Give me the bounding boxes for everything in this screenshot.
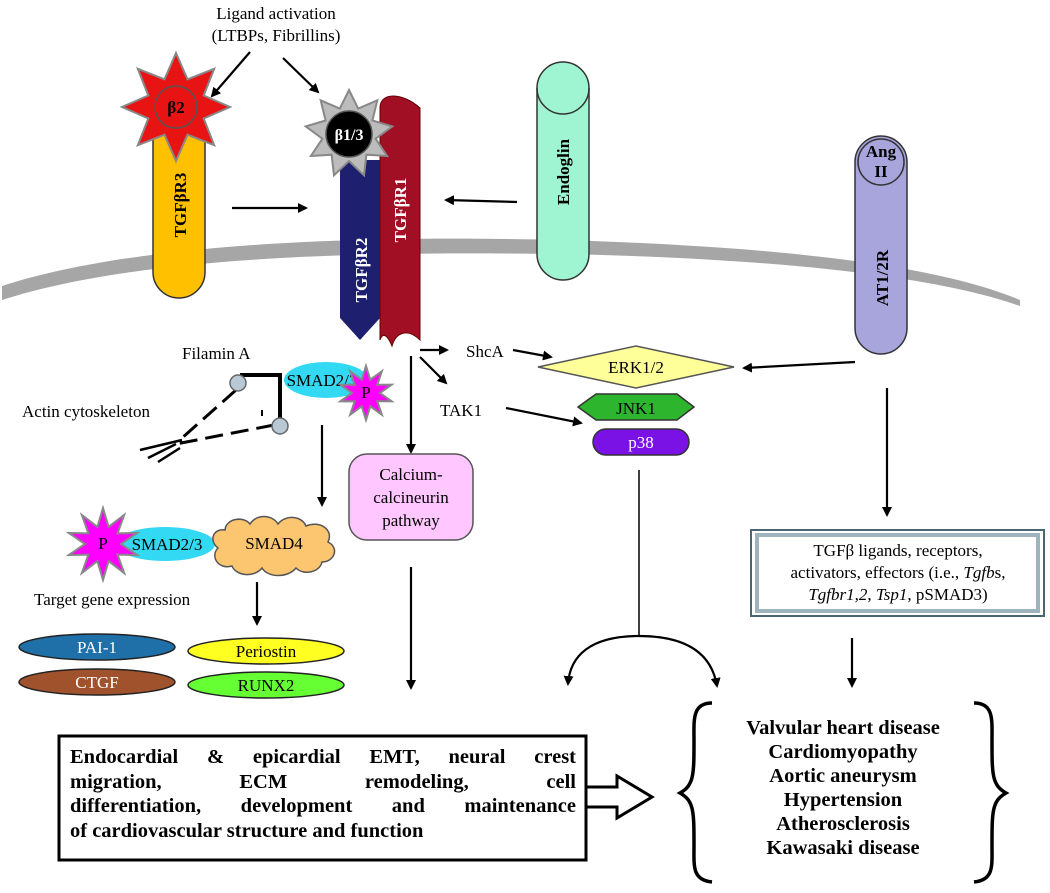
beta13-label: β1/3: [335, 127, 364, 144]
actin-label: Actin cytoskeleton: [22, 402, 150, 421]
erk12-node: [537, 345, 735, 389]
tgfbr2-label: TGFβR2: [352, 238, 371, 303]
jnk1-node: [576, 393, 696, 421]
jnk1-label: JNK1: [616, 399, 656, 418]
filamin-label: Filamin A: [182, 344, 251, 363]
erk12-label: ERK1/2: [608, 358, 664, 377]
tgf-effectors-text: TGFβ ligands, receptors, activators, eff…: [758, 540, 1038, 606]
tgf-box-line3-post: , pSMAD3): [907, 585, 988, 604]
arrow-mapk-right: [638, 634, 721, 688]
arrow-ligand-to-beta2: [210, 51, 251, 98]
arrow-at12r-to-erk: [742, 360, 856, 373]
arrow-mapk-left: [563, 634, 640, 686]
disease-item: Valvular heart disease: [746, 717, 940, 739]
phospho-star-lower: [65, 504, 141, 584]
ctgf-label: CTGF: [75, 673, 118, 692]
disease-item: Aortic aneurysm: [769, 765, 917, 787]
tgfbr1-receptor: [379, 95, 421, 348]
arrow-endoglin-to-complex: [444, 195, 518, 206]
calcium-calcineurin-node: [348, 453, 474, 541]
process-line4: of cardiovascular structure and function: [70, 819, 424, 842]
at12r-label: AT1/2R: [873, 249, 892, 306]
pai1-label: PAI-1: [77, 638, 117, 657]
tgf-box-line3-italic2: Tsp1: [875, 585, 908, 604]
tgf-box-line2-pre: activators, effectors (i.e.,: [790, 563, 964, 582]
beta13-ligand: β1/3: [303, 87, 395, 178]
disease-item: Atherosclerosis: [776, 813, 910, 835]
phospho-label-lower: P: [98, 534, 107, 553]
runx2-gene: [187, 671, 345, 699]
smad23-lower: [115, 527, 215, 561]
periostin-gene: [187, 637, 345, 665]
tgfbr3-label: TGFβR3: [171, 173, 190, 238]
tak1-label: TAK1: [440, 401, 482, 420]
ligand-activation-line1: Ligand activation: [216, 4, 336, 23]
calcium-label-2: calcineurin: [373, 488, 449, 507]
tgf-box-line1: TGFβ ligands, receptors,: [813, 541, 983, 560]
ang-label-1: Ang: [866, 142, 897, 161]
ang-label-2: II: [874, 162, 888, 181]
process-box: [57, 734, 588, 862]
disease-list: Valvular heart disease Cardiomyopathy Ao…: [693, 716, 993, 860]
arrow-tak1-to-jnk: [505, 406, 583, 427]
phospho-star-upper: [337, 362, 395, 424]
endoglin-cap-line: [536, 87, 590, 115]
actin-cytoskeleton-drawing: [139, 373, 289, 464]
disease-item: Kawasaki disease: [766, 837, 920, 859]
beta2-label: β2: [167, 98, 184, 117]
process-line3: differentiation, development and mainten…: [70, 795, 576, 817]
smad23-lower-label: SMAD2/3: [132, 535, 203, 554]
phospho-label-upper: P: [361, 383, 370, 402]
at12r-receptor: [854, 135, 908, 355]
endoglin-receptor: [536, 61, 590, 281]
smad4-label: SMAD4: [245, 534, 303, 553]
target-gene-label: Target gene expression: [34, 590, 191, 609]
tgf-box-line2-post: s,: [994, 563, 1006, 582]
calcium-label-3: pathway: [382, 511, 440, 530]
periostin-label: Periostin: [236, 642, 297, 661]
arrow-ligand-to-beta13: [282, 57, 320, 94]
ctgf-gene: [18, 668, 176, 696]
right-brace: [973, 701, 1010, 884]
p38-label: p38: [628, 433, 654, 452]
tgf-effectors-box-inner: [755, 533, 1040, 613]
arrow-to-tak1: [419, 356, 448, 385]
process-box-text: Endocardial & epicardial EMT, neural cre…: [70, 745, 576, 843]
tgf-box-line3-italic1: Tgfbr1,2: [808, 585, 868, 604]
cell-membrane: [2, 238, 1020, 306]
p38-node: [592, 428, 690, 456]
tgf-box-line3-mid: ,: [867, 585, 876, 604]
pai1-gene: [18, 633, 176, 661]
tgf-box-line2-italic: Tgfb: [963, 563, 995, 582]
ang-ii-ligand: [857, 138, 905, 186]
shca-label: ShcA: [466, 342, 505, 361]
process-line1: Endocardial & epicardial EMT, neural cre…: [70, 746, 576, 768]
big-hollow-arrow: [584, 773, 655, 821]
disease-item: Hypertension: [783, 789, 903, 811]
smad4-node: [212, 515, 336, 577]
arrow-shca-to-erk: [512, 348, 553, 361]
disease-item: Cardiomyopathy: [768, 741, 918, 763]
endoglin-label: Endoglin: [554, 138, 573, 205]
tgf-box-line2: activators, effectors (i.e., Tgfbs,: [758, 562, 1038, 584]
left-brace: [676, 701, 713, 884]
tgfbr1-label: TGFβR1: [391, 178, 410, 243]
tgf-box-line3: Tgfbr1,2, Tsp1, pSMAD3): [758, 584, 1038, 606]
ligand-activation-line2: (LTBPs, Fibrillins): [212, 26, 341, 45]
runx2-label: RUNX2: [238, 676, 295, 695]
calcium-label-1: Calcium-: [379, 465, 443, 484]
beta2-ligand: β2: [119, 50, 233, 164]
tgfbr2-receptor: [340, 160, 380, 340]
process-line2: migration, ECM remodeling, cell: [70, 770, 576, 793]
